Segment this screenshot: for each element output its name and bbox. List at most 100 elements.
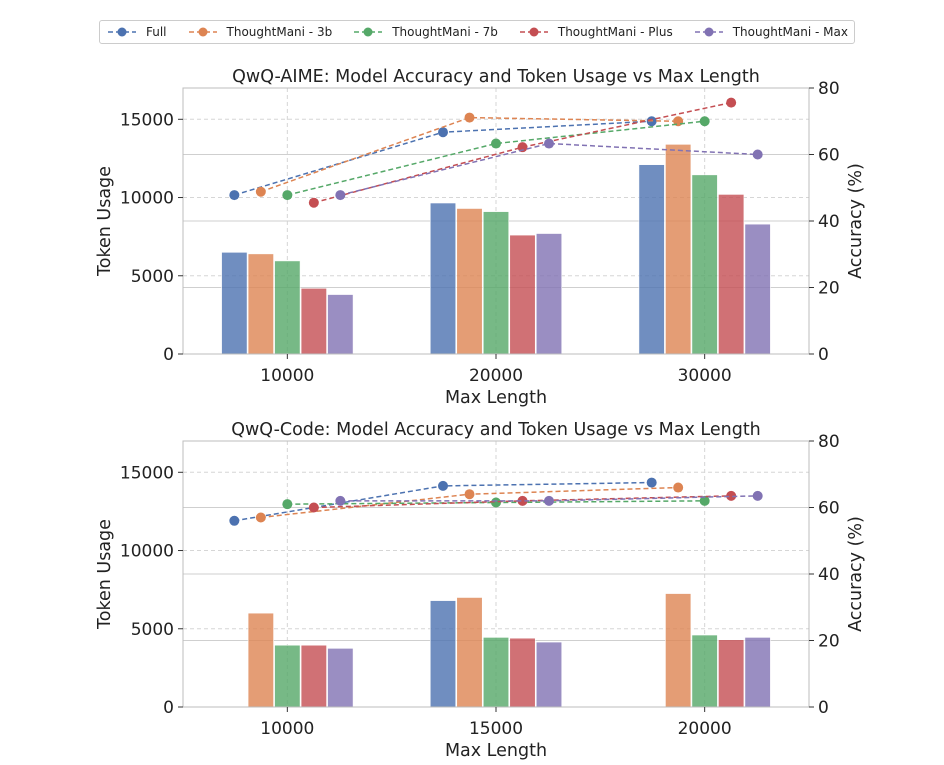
y2-tick-label: 0	[818, 345, 829, 365]
chart-title: QwQ-Code: Model Accuracy and Token Usage…	[231, 420, 761, 440]
bar	[482, 637, 510, 708]
y-tick-label: 10000	[120, 542, 174, 562]
y2-axis-label: Accuracy (%)	[846, 163, 866, 279]
y2-tick-label: 80	[818, 79, 840, 99]
y2-tick-label: 0	[818, 698, 829, 718]
accuracy-point	[308, 502, 319, 513]
bar	[665, 593, 692, 708]
y-tick-label: 0	[163, 345, 174, 365]
accuracy-point	[646, 477, 657, 488]
legend-label: ThoughtMani - 3b	[226, 25, 333, 39]
chart-panel-2: 0 5000 10000 15000 0 20 40 60 80 10000 15000 20000 Q…	[95, 420, 866, 761]
accuracy-point	[517, 495, 528, 506]
accuracy-point	[517, 142, 528, 153]
bar	[221, 251, 248, 355]
bar	[456, 208, 483, 355]
bar	[327, 648, 354, 708]
x-tick-label: 30000	[678, 366, 732, 386]
legend-label: Full	[146, 25, 167, 39]
y2-tick-label: 40	[818, 212, 840, 232]
y2-tick-label: 80	[818, 432, 840, 452]
bar	[744, 223, 771, 355]
legend-marker-icon	[519, 27, 548, 37]
x-tick-label: 10000	[260, 366, 314, 386]
legend-label: ThoughtMani - Max	[732, 25, 848, 39]
bar	[274, 644, 301, 708]
legend-marker-icon	[108, 27, 136, 37]
accuracy-point	[229, 515, 240, 526]
y-tick-label: 15000	[120, 463, 174, 483]
accuracy-point	[544, 138, 554, 149]
accuracy-point	[282, 190, 293, 201]
bar	[535, 233, 563, 355]
legend-item-full: Full	[106, 25, 167, 39]
bar	[638, 164, 665, 355]
accuracy-point	[752, 149, 763, 160]
accuracy-point	[752, 490, 763, 501]
bar	[456, 597, 483, 708]
accuracy-line	[287, 120, 705, 196]
legend-item-thoughtmani-3b: ThoughtMani - 3b	[187, 25, 333, 39]
bar	[327, 294, 354, 355]
x-tick-label: 20000	[469, 366, 523, 386]
accuracy-point	[255, 512, 266, 523]
y-tick-label: 0	[163, 698, 174, 718]
bar	[744, 637, 771, 708]
legend-label: ThoughtMani - Plus	[557, 25, 673, 39]
bar	[691, 634, 718, 708]
bar	[509, 637, 536, 708]
accuracy-point	[726, 490, 737, 501]
accuracy-line	[260, 116, 679, 193]
accuracy-point	[491, 497, 501, 508]
y2-tick-label: 60	[818, 146, 840, 166]
legend-item-thoughtmani-7b: ThoughtMani - 7b	[352, 25, 498, 39]
accuracy-point	[726, 97, 737, 108]
bar	[665, 144, 692, 355]
accuracy-point	[229, 190, 240, 201]
accuracy-point	[438, 127, 448, 138]
accuracy-point	[544, 495, 554, 506]
bar	[429, 202, 457, 355]
accuracy-point	[282, 499, 293, 510]
accuracy-point	[335, 190, 346, 201]
y2-axis-label: Accuracy (%)	[846, 516, 866, 632]
legend-item-thoughtmani-plus: ThoughtMani - Plus	[518, 25, 673, 39]
chart-panel-1: 0 5000 10000 15000 0 20 40 60 80 10000 20000 30000 Q…	[95, 67, 866, 408]
bar	[300, 287, 327, 355]
x-axis-label: Max Length	[445, 741, 547, 761]
legend-item-thoughtmani-max: ThoughtMani - Max	[693, 25, 848, 39]
accuracy-point	[699, 495, 710, 506]
y-tick-label: 5000	[131, 620, 174, 640]
legend-marker-icon	[354, 27, 383, 37]
accuracy-point	[308, 197, 319, 208]
chart-title: QwQ-AIME: Model Accuracy and Token Usage…	[232, 67, 760, 87]
accuracy-point	[491, 138, 501, 149]
y-axis-label: Token Usage	[95, 519, 115, 630]
bar	[718, 639, 745, 708]
bar	[482, 211, 510, 355]
x-axis-label: Max Length	[445, 388, 547, 408]
bar	[535, 641, 563, 708]
accuracy-point	[464, 112, 475, 123]
y2-tick-label: 20	[818, 632, 840, 652]
bar	[247, 612, 274, 708]
y2-tick-label: 60	[818, 499, 840, 519]
accuracy-point	[255, 186, 266, 197]
bar	[691, 174, 718, 355]
y-tick-label: 10000	[120, 189, 174, 209]
bar	[718, 194, 745, 355]
accuracy-point	[699, 116, 710, 127]
legend: Full ThoughtMani - 3b ThoughtMani - 7b T…	[99, 20, 855, 44]
legend-marker-icon	[188, 27, 217, 37]
bar	[509, 234, 536, 355]
y-tick-label: 15000	[120, 110, 174, 130]
y2-tick-label: 20	[818, 279, 840, 299]
legend-marker-icon	[694, 27, 723, 37]
accuracy-point	[335, 495, 346, 506]
bar	[300, 644, 327, 708]
x-tick-label: 10000	[260, 719, 314, 739]
accuracy-point	[438, 480, 448, 491]
bar	[274, 260, 301, 355]
